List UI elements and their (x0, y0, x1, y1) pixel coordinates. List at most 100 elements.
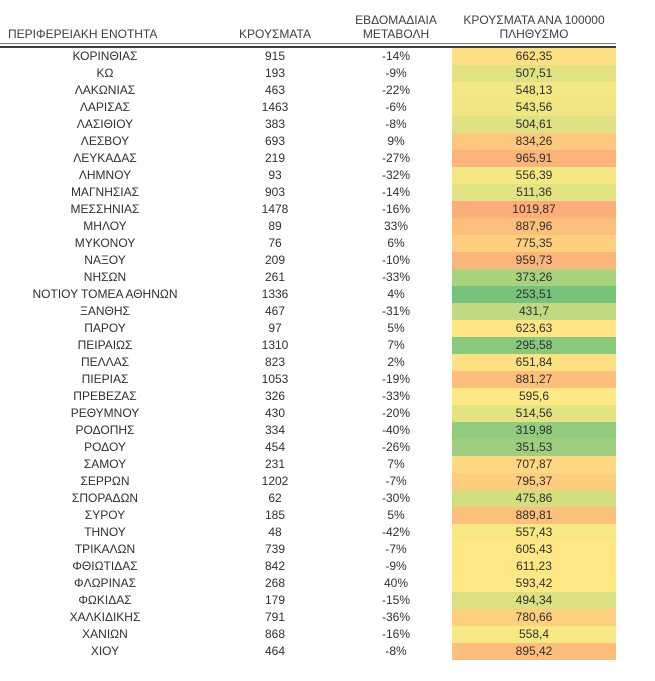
per-100k-cell: 593,42 (452, 575, 616, 592)
per-100k-cell: 543,56 (452, 99, 616, 116)
cases-cell: 76 (268, 236, 282, 250)
per-100k-cell: 1019,87 (452, 201, 616, 218)
region-cell: ΜΕΣΣΗΝΙΑΣ (70, 202, 140, 216)
per-100k-cell: 351,53 (452, 439, 616, 456)
table-row: ΛΕΥΚΑΔΑΣ 219 -27% 965,91 (0, 150, 616, 167)
cases-cell: 334 (264, 423, 286, 437)
region-cell: ΛΕΣΒΟΥ (80, 134, 130, 148)
weekly-change-cell: -30% (381, 491, 410, 505)
per-100k-cell: 881,27 (452, 371, 616, 388)
region-cell: ΡΟΔΟΠΗΣ (75, 423, 135, 437)
region-cell: ΛΑΡΙΣΑΣ (79, 100, 131, 114)
table-row: ΣΕΡΡΩΝ 1202 -7% 795,37 (0, 473, 616, 490)
region-cell: ΧΑΛΚΙΔΙΚΗΣ (69, 610, 141, 624)
table-row: ΚΩ 193 -9% 507,51 (0, 65, 616, 82)
region-cell: ΝΑΞΟΥ (84, 253, 126, 267)
table-row: ΛΗΜΝΟΥ 93 -32% 556,39 (0, 167, 616, 184)
weekly-change-cell: -8% (385, 117, 407, 131)
weekly-change-cell: -15% (381, 593, 410, 607)
weekly-change-cell: 40% (383, 576, 409, 590)
region-cell: ΠΙΕΡΙΑΣ (81, 372, 129, 386)
table-row: ΧΙΟΥ 464 -8% 895,42 (0, 643, 616, 660)
table-row: ΠΕΙΡΑΙΩΣ 1310 7% 295,58 (0, 337, 616, 354)
table-row: ΝΟΤΙΟΥ ΤΟΜΕΑ ΑΘΗΝΩΝ 1336 4% 253,51 (0, 286, 616, 303)
weekly-change-cell: 33% (383, 219, 409, 233)
region-cell: ΞΑΝΘΗΣ (80, 304, 130, 318)
per-100k-cell: 319,98 (452, 422, 616, 439)
weekly-change-cell: -14% (381, 49, 410, 63)
cases-cell: 467 (264, 304, 286, 318)
table-row: ΡΕΘΥΜΝΟΥ 430 -20% 514,56 (0, 405, 616, 422)
cases-cell: 193 (264, 66, 286, 80)
weekly-change-cell: -32% (381, 168, 410, 182)
region-cell: ΣΑΜΟΥ (83, 457, 127, 471)
weekly-change-cell: -10% (381, 253, 410, 267)
table-row: ΡΟΔΟΠΗΣ 334 -40% 319,98 (0, 422, 616, 439)
cases-cell: 231 (264, 457, 286, 471)
table-row: ΞΑΝΘΗΣ 467 -31% 431,7 (0, 303, 616, 320)
column-header-cases: ΚΡΟΥΣΜΑΤΑ (210, 27, 340, 43)
region-cell: ΝΟΤΙΟΥ ΤΟΜΕΑ ΑΘΗΝΩΝ (32, 287, 178, 301)
cases-cell: 842 (264, 559, 286, 573)
region-cell: ΠΡΕΒΕΖΑΣ (73, 389, 137, 403)
cases-cell: 1336 (261, 287, 289, 301)
per-100k-cell: 707,87 (452, 456, 616, 473)
weekly-change-cell: -31% (381, 304, 410, 318)
weekly-change-cell: -33% (381, 389, 410, 403)
per-100k-cell: 887,96 (452, 218, 616, 235)
per-100k-cell: 611,23 (452, 558, 616, 575)
per-100k-cell: 514,56 (452, 405, 616, 422)
cases-cell: 93 (268, 168, 282, 182)
cases-cell: 89 (268, 219, 282, 233)
per-100k-cell: 651,84 (452, 354, 616, 371)
cases-cell: 430 (264, 406, 286, 420)
cases-cell: 261 (264, 270, 286, 284)
cases-cell: 1053 (261, 372, 289, 386)
weekly-change-cell: -7% (385, 474, 407, 488)
cases-cell: 62 (268, 491, 282, 505)
per-100k-cell: 504,61 (452, 116, 616, 133)
table-row: ΚΟΡΙΝΘΙΑΣ 915 -14% 662,35 (0, 48, 616, 65)
per-100k-cell: 605,43 (452, 541, 616, 558)
per-100k-cell: 595,6 (452, 388, 616, 405)
column-header-weekly-change: ΕΒΔΟΜΑΔΙΑΙΑ ΜΕΤΑΒΟΛΗ (340, 13, 452, 43)
weekly-change-cell: -36% (381, 610, 410, 624)
table-row: ΦΛΩΡΙΝΑΣ 268 40% 593,42 (0, 575, 616, 592)
header-divider (0, 43, 616, 48)
cases-cell: 868 (264, 627, 286, 641)
weekly-change-cell: -22% (381, 83, 410, 97)
table-row: ΛΑΚΩΝΙΑΣ 463 -22% 548,13 (0, 82, 616, 99)
region-cell: ΛΕΥΚΑΔΑΣ (73, 151, 137, 165)
table-row: ΤΗΝΟΥ 48 -42% 557,43 (0, 524, 616, 541)
per-100k-cell: 795,37 (452, 473, 616, 490)
cases-cell: 463 (264, 83, 286, 97)
table-row: ΣΑΜΟΥ 231 7% 707,87 (0, 456, 616, 473)
per-100k-cell: 558,4 (452, 626, 616, 643)
table-row: ΛΑΡΙΣΑΣ 1463 -6% 543,56 (0, 99, 616, 116)
per-100k-cell: 889,81 (452, 507, 616, 524)
column-header-region-label: ΠΕΡΙΦΕΡΕΙΑΚΗ ΕΝΟΤΗΤΑ (8, 27, 158, 41)
cases-cell: 48 (268, 525, 282, 539)
cases-cell: 209 (264, 253, 286, 267)
per-100k-cell: 253,51 (452, 286, 616, 303)
cases-cell: 185 (264, 508, 286, 522)
region-cell: ΤΗΝΟΥ (84, 525, 126, 539)
per-100k-cell: 959,73 (452, 252, 616, 269)
region-cell: ΚΟΡΙΝΘΙΑΣ (72, 49, 138, 63)
table-row: ΧΑΛΚΙΔΙΚΗΣ 791 -36% 780,66 (0, 609, 616, 626)
weekly-change-cell: 7% (387, 338, 405, 352)
cases-cell: 97 (268, 321, 282, 335)
weekly-change-cell: -16% (381, 202, 410, 216)
table-row: ΤΡΙΚΑΛΩΝ 739 -7% 605,43 (0, 541, 616, 558)
region-cell: ΣΥΡΟΥ (84, 508, 126, 522)
table-row: ΝΑΞΟΥ 209 -10% 959,73 (0, 252, 616, 269)
region-cell: ΠΑΡΟΥ (84, 321, 126, 335)
region-cell: ΧΙΟΥ (90, 644, 120, 658)
per-100k-cell: 548,13 (452, 82, 616, 99)
region-cell: ΚΩ (96, 66, 114, 80)
region-cell: ΤΡΙΚΑΛΩΝ (74, 542, 136, 556)
cases-cell: 1478 (261, 202, 289, 216)
region-cell: ΜΑΓΝΗΣΙΑΣ (70, 185, 140, 199)
per-100k-cell: 557,43 (452, 524, 616, 541)
cases-cell: 823 (264, 355, 286, 369)
